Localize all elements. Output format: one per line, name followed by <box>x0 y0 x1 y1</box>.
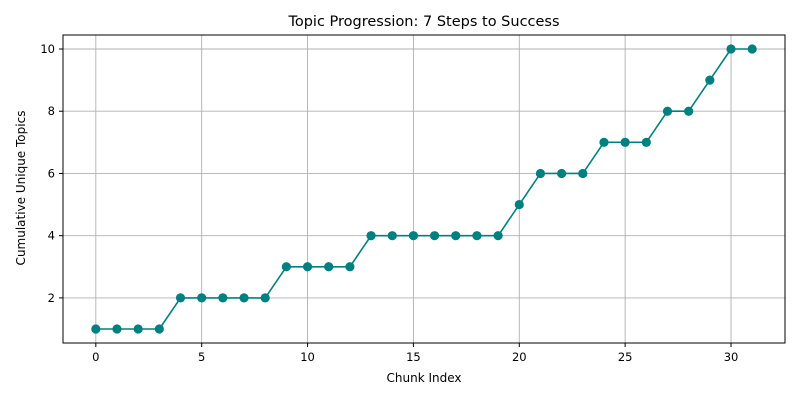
data-point <box>197 293 207 303</box>
data-point <box>451 231 461 241</box>
y-tick-label: 2 <box>48 291 55 305</box>
data-point <box>493 231 503 241</box>
data-point <box>324 262 334 272</box>
data-point <box>578 168 588 179</box>
data-point <box>366 231 376 241</box>
data-series <box>91 44 757 334</box>
x-axis-label: Chunk Index <box>387 371 462 385</box>
data-point <box>662 106 673 116</box>
data-point <box>557 168 567 179</box>
x-tick-label: 25 <box>618 350 633 364</box>
data-point <box>387 231 397 241</box>
axis-ticks: 0 5 10 15 20 25 30 2 4 6 8 10 <box>40 42 738 364</box>
data-point <box>260 293 270 303</box>
data-point <box>472 231 482 241</box>
data-point <box>218 293 228 303</box>
data-point <box>239 293 249 303</box>
x-tick-label: 0 <box>92 350 99 364</box>
x-tick-label: 5 <box>198 350 205 364</box>
plot-frame <box>62 34 786 344</box>
data-point <box>429 231 440 241</box>
y-tick-label: 10 <box>40 42 55 56</box>
data-point <box>302 262 313 272</box>
x-tick-label: 15 <box>406 350 421 364</box>
data-point <box>175 293 186 303</box>
x-tick-label: 10 <box>300 350 315 364</box>
x-tick-label: 20 <box>512 350 527 364</box>
data-point <box>133 324 143 334</box>
data-point <box>345 262 355 272</box>
data-point <box>726 44 736 54</box>
data-point <box>747 44 757 54</box>
data-point <box>154 324 164 334</box>
data-point <box>641 137 651 147</box>
y-tick-label: 6 <box>48 166 55 180</box>
x-tick-label: 30 <box>724 350 739 364</box>
data-point <box>620 137 630 147</box>
y-axis-label: Cumulative Unique Topics <box>14 111 28 266</box>
y-tick-label: 4 <box>48 229 55 243</box>
data-point <box>514 199 524 210</box>
y-tick-label: 8 <box>48 104 55 118</box>
data-point <box>684 106 694 116</box>
chart-title: Topic Progression: 7 Steps to Success <box>287 14 559 30</box>
data-point <box>535 168 546 179</box>
data-point <box>408 231 419 241</box>
data-point <box>281 262 291 272</box>
data-point <box>112 324 122 334</box>
data-point <box>91 324 101 334</box>
data-point <box>599 137 609 147</box>
data-point <box>705 75 715 85</box>
